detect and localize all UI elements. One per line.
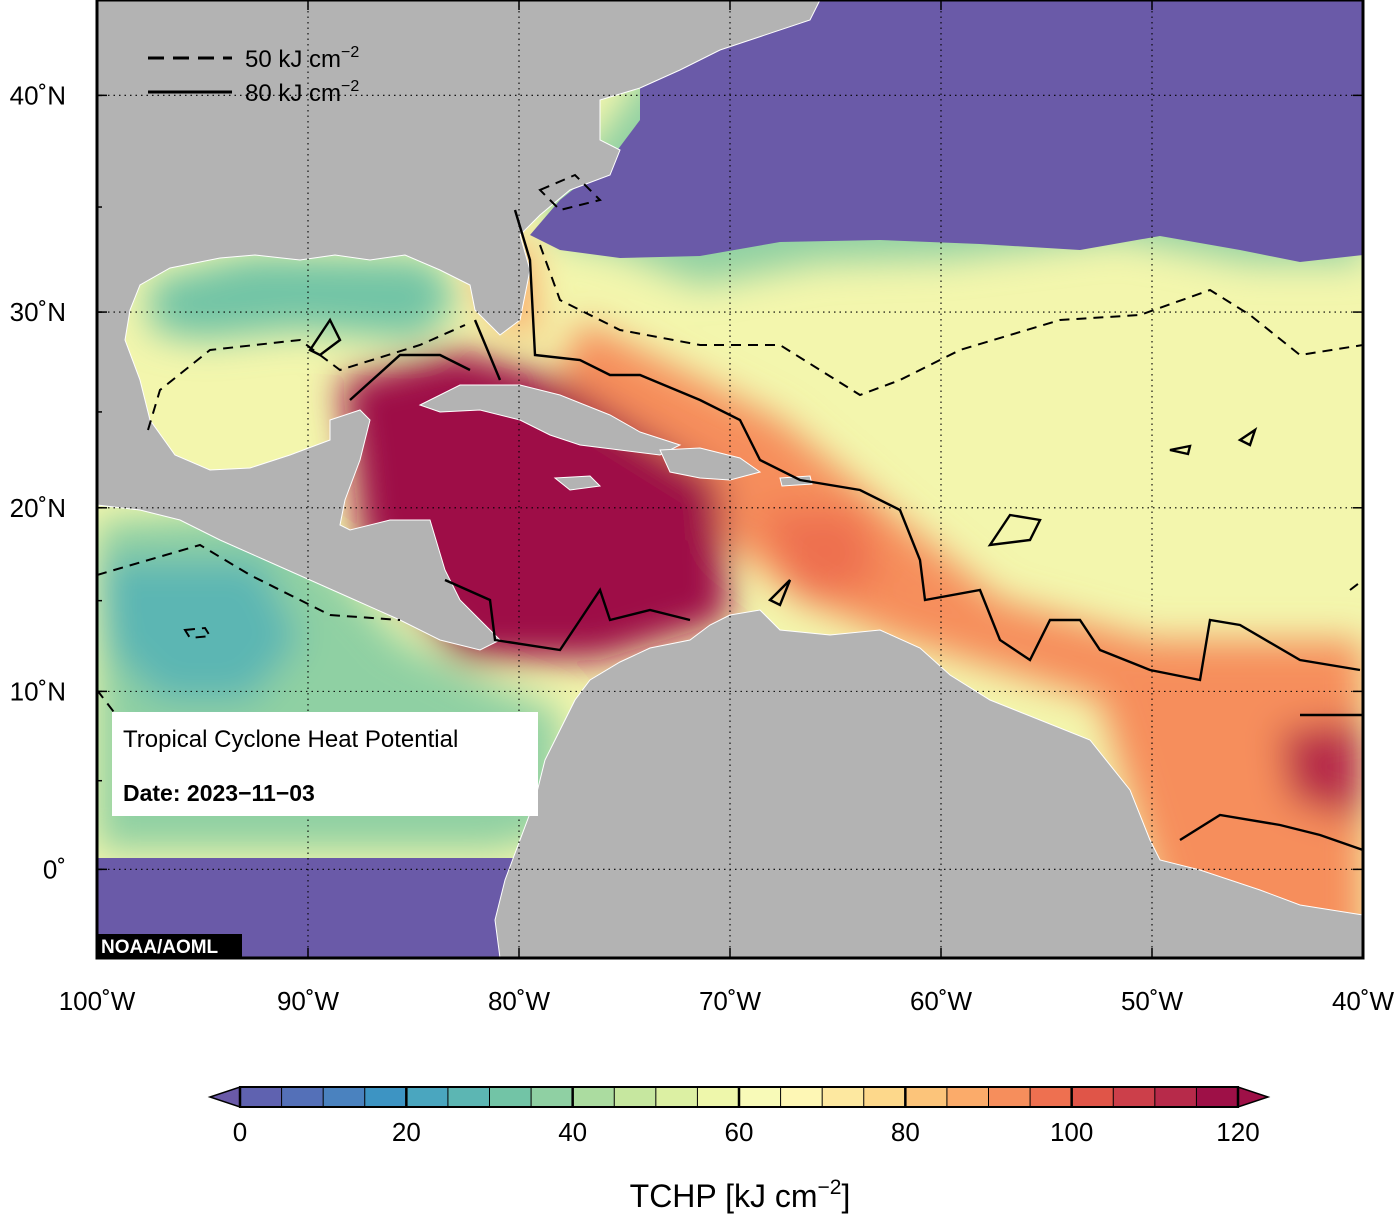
gridlines xyxy=(97,0,1363,958)
colorbar-tick-label: 100 xyxy=(1050,1117,1093,1147)
lat-tick-label: 20˚N xyxy=(10,493,66,523)
colorbar-tick-label: 120 xyxy=(1216,1117,1259,1147)
colorbar-tick-label: 0 xyxy=(233,1117,247,1147)
colorbar-bin xyxy=(655,1087,698,1107)
credit-badge: NOAA/AOML xyxy=(97,934,242,958)
lon-tick-label: 80˚W xyxy=(488,986,551,1016)
credit-text: NOAA/AOML xyxy=(101,937,219,958)
colorbar-bin xyxy=(364,1087,407,1107)
land xyxy=(97,0,1363,958)
colorbar-bin xyxy=(406,1087,449,1107)
colorbar-bin xyxy=(572,1087,615,1107)
colorbar-bin xyxy=(863,1087,906,1107)
colorbar-bin xyxy=(988,1087,1031,1107)
lon-tick-label: 70˚W xyxy=(699,986,762,1016)
lat-tick-label: 30˚N xyxy=(10,297,66,327)
colorbar-bin xyxy=(739,1087,782,1107)
lat-tick-label: 40˚N xyxy=(10,80,66,110)
colorbar-bin xyxy=(531,1087,574,1107)
colorbar-arrow-high xyxy=(1237,1085,1271,1109)
colorbar-bin xyxy=(1113,1087,1156,1107)
lon-tick-label: 50˚W xyxy=(1121,986,1184,1016)
lon-tick-labels: 100˚W 90˚W 80˚W 70˚W 60˚W 50˚W 40˚W xyxy=(59,986,1395,1016)
colorbar-bin xyxy=(697,1087,740,1107)
colorbar-bin xyxy=(614,1087,657,1107)
colorbar-bin xyxy=(905,1087,948,1107)
axis-ticks xyxy=(96,0,1364,958)
colorbar-bin xyxy=(447,1087,490,1107)
colorbar-bin xyxy=(946,1087,989,1107)
colorbar-bin xyxy=(822,1087,865,1107)
lat-tick-label: 0˚ xyxy=(43,854,66,884)
colorbar-bin xyxy=(281,1087,324,1107)
colorbar-bin xyxy=(240,1087,283,1107)
lon-tick-label: 90˚W xyxy=(277,986,340,1016)
colorbar-tick-label: 40 xyxy=(558,1117,587,1147)
legend-solid-text: 80 kJ cm−2 xyxy=(245,78,359,107)
info-box: Tropical Cyclone Heat Potential Date: 20… xyxy=(112,712,538,816)
map-area: 50 kJ cm−2 80 kJ cm−2 Tropical Cyclone H… xyxy=(97,0,1363,958)
colorbar-bin xyxy=(1071,1087,1114,1107)
colorbar-arrow-low xyxy=(207,1085,241,1109)
info-title: Tropical Cyclone Heat Potential xyxy=(123,726,458,753)
contour-80 xyxy=(308,209,1363,852)
colorbar-bin xyxy=(489,1087,532,1107)
info-date: Date: 2023−11−03 xyxy=(123,780,315,806)
colorbar-bin xyxy=(780,1087,823,1107)
lat-tick-label: 10˚N xyxy=(10,676,66,706)
lon-tick-label: 100˚W xyxy=(59,986,136,1016)
contour-legend: 50 kJ cm−2 80 kJ cm−2 xyxy=(148,44,359,107)
lat-tick-labels: 40˚N 30˚N 20˚N 10˚N 0˚ xyxy=(10,80,66,884)
colorbar-bin xyxy=(1154,1087,1197,1107)
colorbar-bin xyxy=(1030,1087,1073,1107)
colorbar-tick-label: 80 xyxy=(891,1117,920,1147)
legend-dashed-text: 50 kJ cm−2 xyxy=(245,44,359,73)
contour-50 xyxy=(97,173,1363,721)
lon-tick-label: 40˚W xyxy=(1332,986,1395,1016)
lon-tick-label: 60˚W xyxy=(910,986,973,1016)
colorbar-bin xyxy=(1196,1087,1239,1107)
colorbar-tick-label: 20 xyxy=(392,1117,421,1147)
colorbar-tick-label: 60 xyxy=(725,1117,754,1147)
colorbar: 0 20 40 60 80 100 120 xyxy=(207,1085,1271,1147)
colorbar-bin xyxy=(323,1087,366,1107)
colorbar-label: TCHP [kJ cm−2] xyxy=(630,1176,851,1214)
